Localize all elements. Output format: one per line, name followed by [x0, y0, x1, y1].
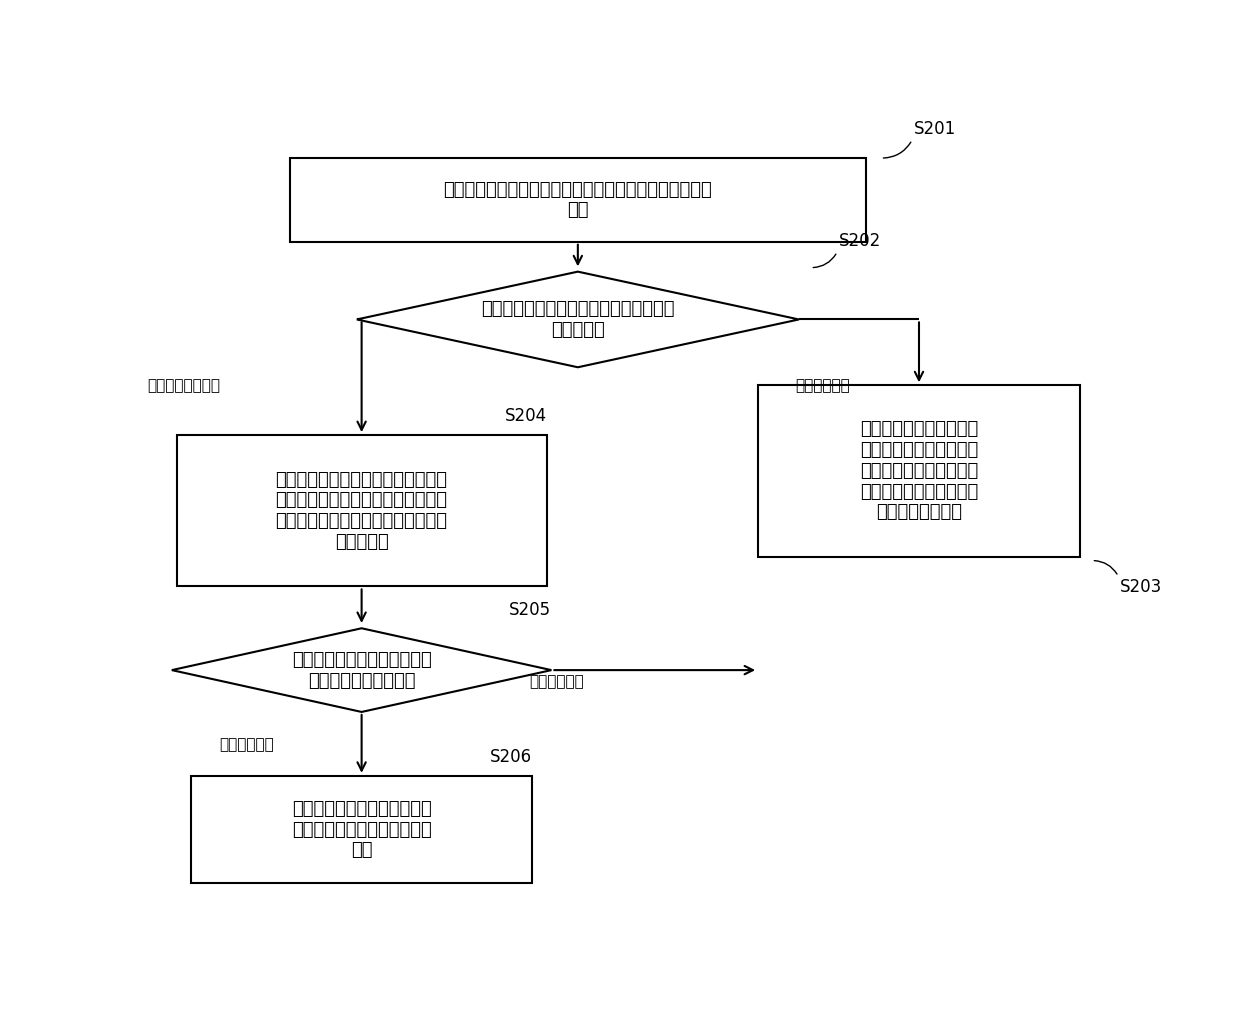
FancyBboxPatch shape — [176, 435, 547, 587]
Text: S201: S201 — [914, 120, 956, 138]
FancyBboxPatch shape — [758, 385, 1080, 557]
Polygon shape — [172, 628, 552, 712]
Text: 通过预先训练好的图片信
息识别与脱敏模型对图片
数据中的敏感信息进行识
别及脱敏，以完成对未脱
敏数据的脱敏操作: 通过预先训练好的图片信 息识别与脱敏模型对图片 数据中的敏感信息进行识 别及脱敏… — [859, 420, 978, 522]
Text: S205: S205 — [510, 600, 552, 619]
Text: 根据用户访问权限对该文本文
档数据中的文本数据进行数据
脱敏: 根据用户访问权限对该文本文 档数据中的文本数据进行数据 脱敏 — [291, 800, 432, 859]
Polygon shape — [357, 271, 799, 367]
Text: 通过敏感数据识别与脱敏引擎对未脱敏数据进行数据类型
分析: 通过敏感数据识别与脱敏引擎对未脱敏数据进行数据类型 分析 — [444, 180, 712, 219]
Text: 为文本文档数据时: 为文本文档数据时 — [148, 378, 221, 393]
Text: S204: S204 — [505, 408, 547, 425]
FancyBboxPatch shape — [191, 775, 532, 883]
Text: S206: S206 — [490, 748, 532, 766]
Text: 为文本数据时: 为文本数据时 — [219, 737, 274, 751]
Text: 为图片数据时: 为图片数据时 — [796, 378, 851, 393]
FancyBboxPatch shape — [290, 158, 866, 242]
Text: 分析出的未脱敏数据为图片数据或者文本
文档数据？: 分析出的未脱敏数据为图片数据或者文本 文档数据？ — [481, 300, 675, 338]
Text: 通过预设的文本文档解析器对文本文
档数据的内容进行解析，并将解析出
的内容按照文本数据或者图片数据进
行分类输出: 通过预设的文本文档解析器对文本文 档数据的内容进行解析，并将解析出 的内容按照文… — [275, 471, 448, 551]
Text: S202: S202 — [839, 232, 882, 250]
Text: 为图片数据时: 为图片数据时 — [529, 675, 584, 689]
Text: 输出的为文本文档数据中的文
本数据或者图片数据？: 输出的为文本文档数据中的文 本数据或者图片数据？ — [291, 651, 432, 689]
Text: S203: S203 — [1120, 579, 1163, 596]
